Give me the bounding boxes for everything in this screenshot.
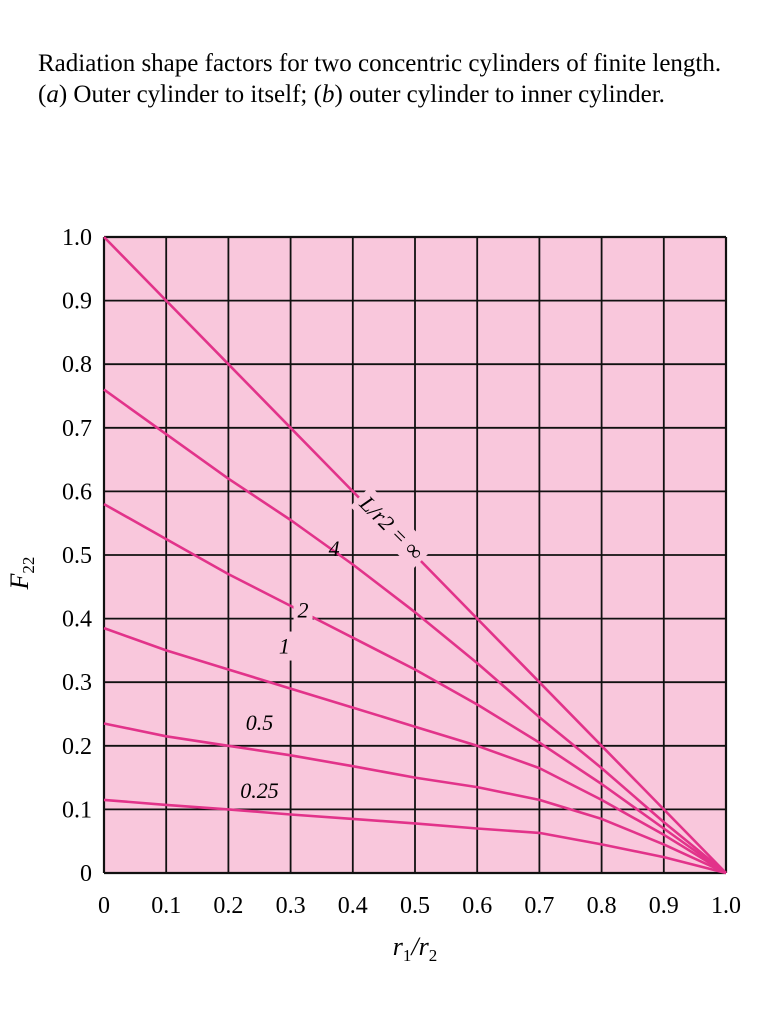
- series-label-bg-3: [274, 631, 294, 661]
- series-label-1: 4: [329, 536, 340, 561]
- series-line-2: [103, 502, 727, 875]
- figure-caption: Radiation shape factors for two concentr…: [38, 48, 748, 110]
- y-tick-label: 1.0: [62, 225, 92, 251]
- x-tick-label: 0.5: [400, 893, 430, 919]
- y-tick-label: 0: [80, 861, 92, 887]
- series-line-4: [103, 722, 727, 875]
- series-line-1: [103, 388, 727, 875]
- caption-b: b: [321, 81, 335, 108]
- x-axis-title: r1/r2: [393, 932, 437, 965]
- x-tick-label: 0.4: [338, 893, 368, 919]
- axis-titles: r1/r2 F22: [5, 557, 437, 965]
- y-tick-label: 0.7: [62, 416, 92, 442]
- x-tick-labels: 0 0.1 0.2 0.3 0.4 0.5 0.6 0.7 0.8 0.9 1.0: [98, 893, 741, 919]
- series-line-5: [103, 798, 727, 875]
- y-tick-label: 0.2: [62, 734, 92, 760]
- caption-part-1: Radiation shape factors for two concentr…: [38, 50, 722, 108]
- y-tick-label: 0.8: [62, 352, 92, 378]
- series-label-bg-0: [349, 485, 434, 570]
- x-tick-label: 0.6: [462, 893, 492, 919]
- series-label-bg-5: [236, 775, 283, 805]
- y-tick-label: 0.6: [62, 479, 92, 505]
- series-label-group-3: 1: [274, 631, 294, 661]
- y-axis-title: F22: [5, 557, 38, 591]
- series-label-group-1: 4: [329, 536, 340, 561]
- series-label-bg-2: [293, 595, 313, 625]
- x-tick-label: 0.3: [276, 893, 306, 919]
- caption-a: a: [46, 81, 59, 108]
- caption-part-3: ) outer cylinder to inner cylinder.: [334, 81, 665, 108]
- y-tick-labels: 0 0.1 0.2 0.3 0.4 0.5 0.6 0.7 0.8 0.9 1.0: [62, 225, 92, 887]
- series-label-group-4: 0.5: [241, 708, 278, 738]
- x-tick-label: 0.7: [524, 893, 554, 919]
- series-label-5: 0.25: [240, 778, 279, 803]
- series-label-2: 2: [298, 597, 309, 622]
- x-tick-label: 0.2: [213, 893, 243, 919]
- x-tick-label: 1.0: [711, 893, 741, 919]
- series-label-bg-4: [241, 708, 278, 738]
- series-label-4: 0.5: [246, 710, 274, 735]
- series-label-group-2: 2: [293, 595, 313, 625]
- series-line-3: [103, 626, 727, 875]
- y-tick-label: 0.5: [62, 543, 92, 569]
- x-tick-label: 0.1: [151, 893, 181, 919]
- y-tick-label: 0.9: [62, 289, 92, 315]
- series-label-group-5: 0.25: [236, 775, 283, 805]
- x-tick-label: 0.8: [587, 893, 617, 919]
- y-tick-label: 0.3: [62, 670, 92, 696]
- x-tick-label: 0.9: [649, 893, 679, 919]
- y-tick-label: 0.1: [62, 797, 92, 823]
- caption-part-2: ) Outer cylinder to itself; (: [58, 81, 322, 108]
- x-tick-label: 0: [98, 893, 110, 919]
- series-label-3: 1: [279, 634, 290, 659]
- y-tick-label: 0.4: [62, 607, 92, 633]
